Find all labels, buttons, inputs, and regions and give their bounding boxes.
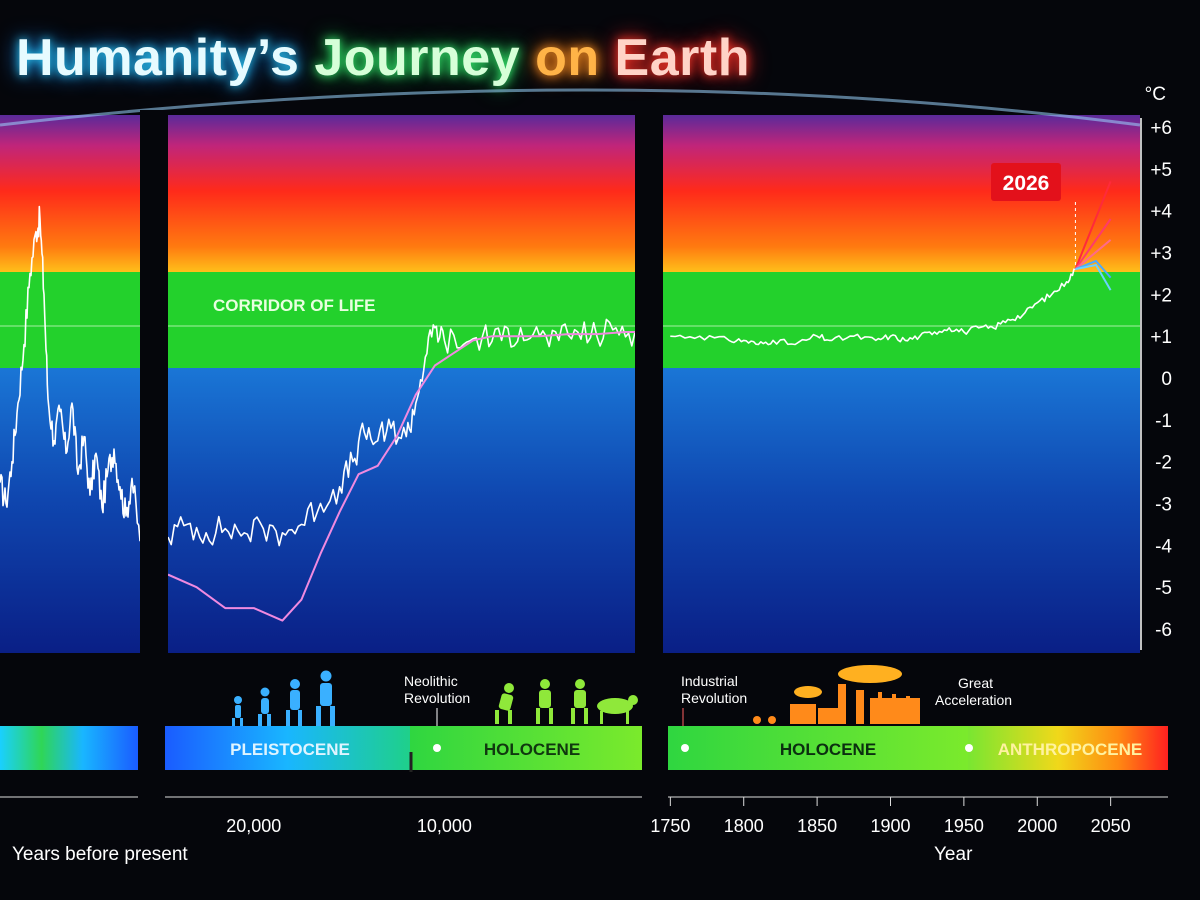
event-neolithic-line1: Neolithic (404, 673, 458, 689)
panel-1-series (0, 205, 140, 542)
event-industrial-line2: Revolution (681, 690, 747, 706)
panel-2-smoothed-line (168, 331, 635, 622)
projection-line (1074, 181, 1112, 270)
x-axis-title-left: Years before present (12, 844, 188, 865)
x-tick-label: 2050 (1091, 816, 1131, 836)
y-tick-label: +2 (1150, 285, 1172, 306)
x-axis-title-right: Year (934, 844, 973, 865)
event-dot-great (965, 744, 973, 752)
projection-line (1074, 239, 1112, 270)
marker-2026: 2026 (991, 163, 1076, 268)
panel-3-temperature-line (670, 268, 1076, 346)
page-title: Humanity’s Journey on Earth (16, 28, 750, 88)
y-tick-label: +6 (1150, 118, 1172, 139)
human-evolution-icon (232, 670, 335, 726)
marker-badge (991, 163, 1061, 201)
y-tick-label: +4 (1150, 202, 1172, 223)
panel-3-series (670, 181, 1112, 346)
x-tick-label: 1800 (724, 816, 764, 836)
y-tick-label: +5 (1150, 160, 1172, 181)
y-tick-label: +3 (1150, 244, 1172, 265)
era-label-holocene-1: HOLOCENE (484, 740, 580, 759)
event-dot-industrial (681, 744, 689, 752)
projection-line (1075, 259, 1112, 279)
y-tick-label: -2 (1155, 453, 1172, 474)
series-layer (0, 181, 1112, 622)
y-tick-label: 0 (1161, 369, 1172, 390)
event-labels: Neolithic Revolution Industrial Revoluti… (404, 673, 1012, 726)
event-great-line1: Great (958, 675, 993, 691)
y-tick-label: -1 (1155, 411, 1172, 432)
y-tick-label: +1 (1150, 327, 1172, 348)
title-word-2: Journey (314, 29, 521, 87)
marker-badge-label: 2026 (1003, 172, 1050, 195)
era-bar-holocene-2 (668, 726, 968, 770)
x-tick-label: 1950 (944, 816, 984, 836)
title-word-4: Earth (614, 29, 750, 87)
title-word-1: Humanity’s (16, 29, 300, 87)
x-tick-label: 20,000 (226, 816, 281, 836)
title-word-3: on (535, 29, 600, 87)
y-unit-label: °C (1145, 84, 1166, 105)
corridor-label: CORRIDOR OF LIFE (213, 296, 375, 315)
era-label-anthropocene: ANTHROPOCENE (998, 740, 1143, 759)
x-ticks: 20,000 10,000 1750 1800 1850 1900 1950 2000 2050 (226, 797, 1131, 836)
event-neolithic-line2: Revolution (404, 690, 470, 706)
era-bar-anthropocene (968, 726, 1168, 770)
farming-icon (495, 679, 638, 724)
panel-1-temperature-line (0, 205, 140, 542)
projection-line (1075, 263, 1112, 291)
y-ticks: +6 +5 +4 +3 +2 +1 0 -1 -2 -3 -4 -5 -6 (1150, 118, 1172, 641)
factory-icon (753, 665, 920, 724)
era-label-holocene-2: HOLOCENE (780, 740, 876, 759)
x-tick-label: 1850 (797, 816, 837, 836)
era-bar-pleistocene (165, 726, 410, 770)
x-tick-label: 1900 (870, 816, 910, 836)
era-bar-left (0, 726, 138, 770)
panel-divider-1 (140, 110, 168, 810)
earth-horizon-arc (0, 88, 1141, 127)
x-tick-label: 1750 (650, 816, 690, 836)
panel-2-bg (168, 115, 635, 653)
x-tick-label: 10,000 (417, 816, 472, 836)
y-tick-label: -6 (1155, 620, 1172, 641)
era-bar-holocene-1 (410, 726, 642, 770)
y-tick-label: -5 (1155, 578, 1172, 599)
event-dot-neolithic (433, 744, 441, 752)
projection-line (1074, 218, 1112, 270)
panel-divider-2 (635, 110, 663, 810)
event-industrial-line1: Industrial (681, 673, 738, 689)
panel-3-bg (663, 115, 1140, 653)
panel-2-series (168, 318, 635, 622)
era-label-pleistocene: PLEISTOCENE (230, 740, 350, 759)
y-tick-label: -3 (1155, 495, 1172, 516)
era-bars: PLEISTOCENE HOLOCENE HOLOCENE ANTHROPOCE… (0, 726, 1168, 772)
x-tick-label: 2000 (1017, 816, 1057, 836)
y-tick-label: -4 (1155, 536, 1172, 557)
event-great-line2: Acceleration (935, 692, 1012, 708)
